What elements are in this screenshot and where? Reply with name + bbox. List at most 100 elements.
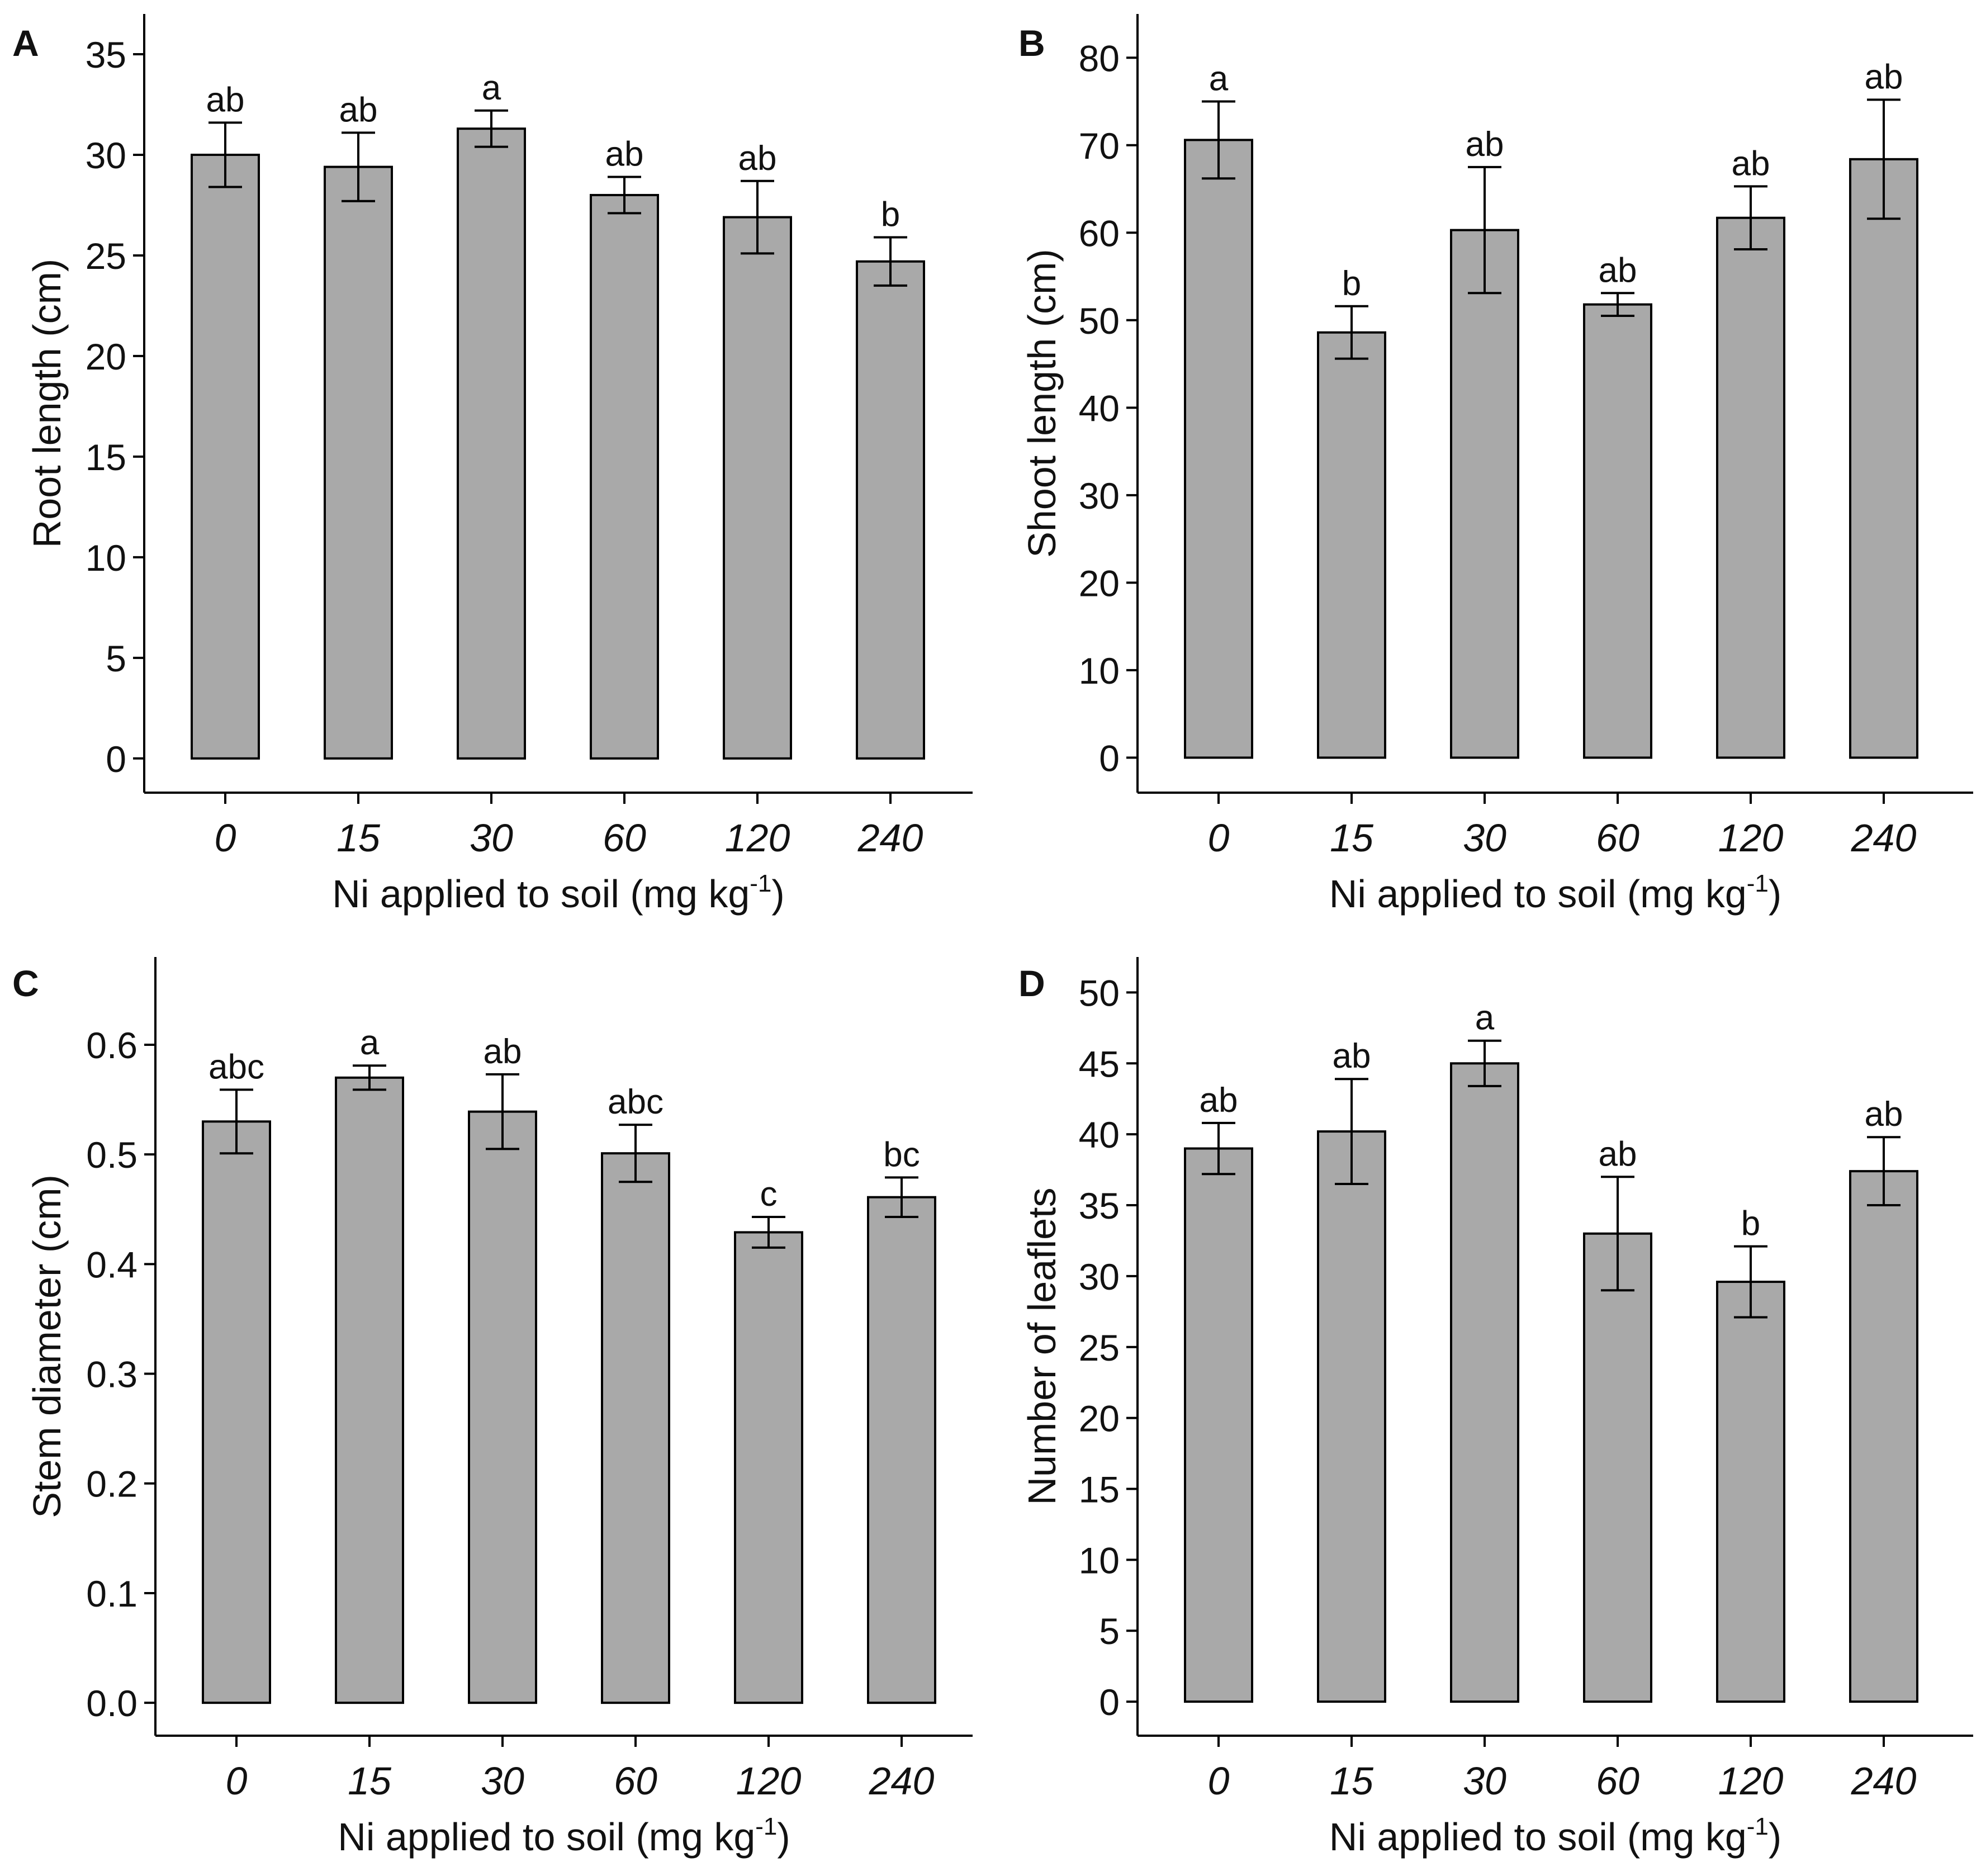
significance-letter: a [1209, 60, 1229, 98]
y-tick-label: 5 [1099, 1610, 1120, 1652]
significance-letter: abc [608, 1083, 664, 1121]
error-bar-15 [353, 1064, 386, 1091]
bar-60 [1583, 303, 1652, 759]
x-tick-label: 240 [1851, 816, 1917, 860]
x-tick-label: 240 [1851, 1759, 1917, 1803]
x-tick-label: 240 [869, 1759, 935, 1803]
x-tick-label: 60 [1596, 1759, 1639, 1803]
significance-letter: ab [484, 1032, 522, 1071]
y-tick-label: 20 [86, 336, 126, 377]
error-bar-0 [1202, 100, 1235, 180]
y-tick-label: 0 [106, 738, 126, 780]
x-tick-label: 15 [1330, 1759, 1374, 1803]
error-bar-240 [1867, 1136, 1901, 1207]
x-axis-title-main: Ni applied to soil (mg kg [332, 872, 750, 916]
y-axis-title: Root length (cm) [25, 259, 69, 548]
x-tick-label: 0 [226, 1759, 248, 1803]
x-axis-title-main: Ni applied to soil (mg kg [1329, 1815, 1747, 1859]
bar-60 [1583, 1232, 1652, 1703]
bar-60 [601, 1152, 670, 1704]
panel-label: C [12, 963, 39, 1004]
x-tick-label: 0 [1208, 1759, 1230, 1803]
y-tick-label: 10 [1079, 1539, 1120, 1581]
error-bar-30 [486, 1073, 519, 1150]
y-tick-label: 5 [106, 638, 126, 679]
x-tick-label: 60 [1596, 816, 1639, 860]
y-tick-label: 80 [1079, 37, 1120, 79]
y-tick-label: 50 [1079, 972, 1120, 1013]
x-axis-title-superscript: -1 [1747, 870, 1769, 897]
y-tick-label: 70 [1079, 125, 1120, 167]
significance-letter: ab [1466, 125, 1504, 164]
significance-letter: ab [738, 139, 777, 178]
y-tick-label: 10 [86, 537, 126, 579]
significance-letter: ab [1599, 251, 1637, 290]
x-tick-label: 30 [1463, 1759, 1506, 1803]
error-bar-0 [208, 121, 242, 188]
y-axis-title: Shoot length (cm) [1020, 249, 1064, 557]
bar-15 [1317, 1130, 1386, 1703]
x-tick-label: 15 [337, 816, 381, 860]
y-tick-label: 25 [1079, 1327, 1120, 1368]
bar-0 [1184, 139, 1253, 759]
x-tick-label: 15 [348, 1759, 392, 1803]
x-tick-label: 120 [736, 1759, 802, 1803]
bar-60 [590, 193, 659, 760]
y-tick-label: 15 [1079, 1469, 1120, 1510]
y-tick-label: 0.3 [86, 1354, 138, 1395]
error-bar-120 [1734, 1245, 1767, 1319]
bar-240 [1849, 1170, 1918, 1703]
y-tick-label: 30 [1079, 475, 1120, 517]
y-tick-label: 0.4 [86, 1244, 138, 1285]
significance-letter: a [482, 69, 501, 107]
significance-letter: ab [339, 91, 378, 129]
significance-letter: b [1741, 1205, 1760, 1243]
error-bar-60 [608, 176, 641, 215]
bar-120 [1716, 1281, 1785, 1703]
significance-letter: ab [605, 135, 644, 174]
bar-15 [324, 165, 393, 760]
bar-240 [856, 260, 925, 760]
panel-a: A 0 5 10 15 20 25 30 35 ab 0 ab 15 a 30 ab 60 ab 120 b 240 Ni… [12, 14, 973, 916]
y-tick-label: 35 [1079, 1185, 1120, 1226]
x-tick-label: 60 [614, 1759, 657, 1803]
x-axis-title-close: ) [1769, 872, 1781, 916]
y-tick-label: 30 [86, 135, 126, 176]
x-axis-title: Ni applied to soil (mg kg-1) [338, 1813, 790, 1859]
x-tick-label: 120 [1718, 816, 1784, 860]
error-bar-30 [1468, 165, 1501, 295]
x-axis-title-main: Ni applied to soil (mg kg [338, 1815, 755, 1859]
bar-30 [1450, 229, 1519, 759]
y-tick-label: 40 [1079, 387, 1120, 429]
x-axis-title-main: Ni applied to soil (mg kg [1329, 872, 1747, 916]
panel-label: A [12, 22, 39, 64]
x-tick-label: 30 [1463, 816, 1506, 860]
error-bar-240 [1867, 98, 1901, 220]
bar-30 [1450, 1062, 1519, 1703]
y-tick-label: 0 [1099, 1681, 1120, 1723]
panel-c: C 0.0 0.1 0.2 0.3 0.4 0.5 0.6 abc 0 a 15 ab 30 abc 60 c 1… [12, 957, 973, 1859]
x-axis-title-superscript: -1 [755, 1813, 777, 1840]
error-bar-0 [220, 1088, 253, 1155]
y-tick-label: 0.2 [86, 1463, 138, 1505]
panel-b: B 0 10 20 30 40 50 60 70 80 a 0 b 15 ab 30 ab 60 ab 120 ab 24… [1018, 14, 1973, 916]
y-tick-label: 0.0 [86, 1683, 138, 1724]
y-tick-label: 0.5 [86, 1134, 138, 1176]
significance-letter: b [881, 196, 900, 234]
significance-letter: ab [1333, 1037, 1371, 1076]
x-tick-label: 120 [725, 816, 790, 860]
error-bar-30 [475, 109, 508, 148]
bar-30 [468, 1110, 537, 1704]
x-tick-label: 0 [1208, 816, 1230, 860]
significance-letter: a [360, 1024, 380, 1062]
y-tick-label: 15 [86, 437, 126, 478]
error-bar-60 [1601, 292, 1634, 317]
significance-letter: a [1475, 999, 1495, 1038]
error-bar-120 [741, 179, 774, 255]
x-tick-label: 30 [470, 816, 513, 860]
bar-240 [1849, 158, 1918, 759]
x-axis-title: Ni applied to soil (mg kg-1) [1329, 1813, 1781, 1859]
x-axis-title: Ni applied to soil (mg kg-1) [1329, 870, 1781, 916]
y-tick-label: 40 [1079, 1114, 1120, 1155]
error-bar-240 [885, 1176, 918, 1218]
